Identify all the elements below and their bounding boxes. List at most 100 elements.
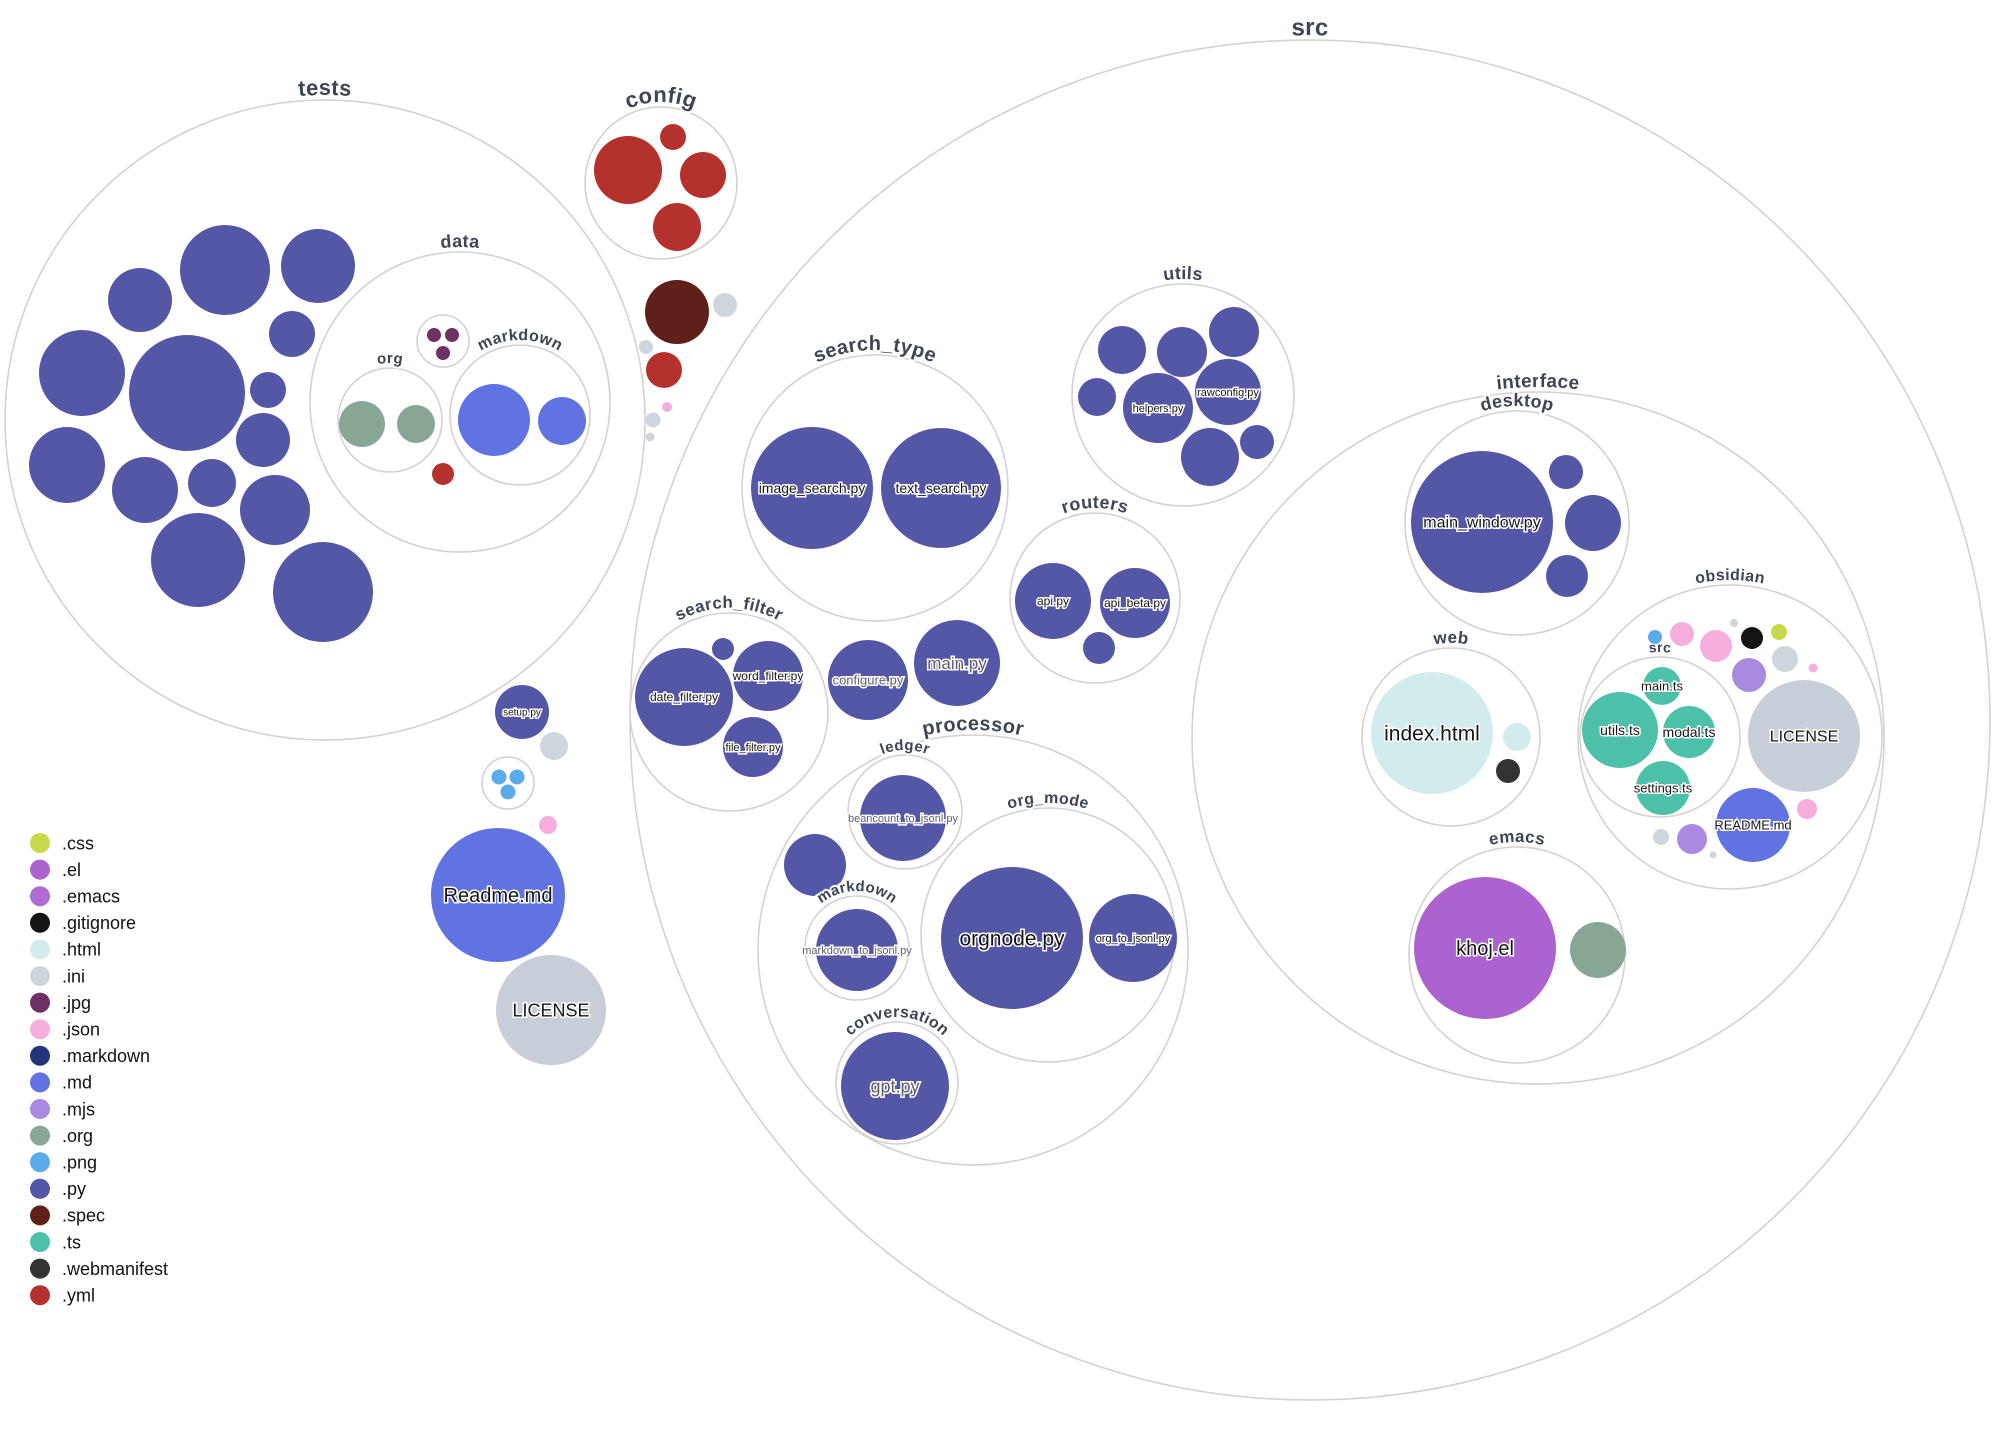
file-web-html-2[interactable]: [1503, 723, 1531, 751]
file-obsidian-gitignore[interactable]: [1741, 627, 1763, 649]
file-root-json-2[interactable]: [539, 816, 557, 834]
file-obsidian-readme[interactable]: [1716, 788, 1790, 862]
file-data-yml[interactable]: [432, 463, 454, 485]
file-main-window-py[interactable]: [1411, 451, 1553, 593]
file-webmanifest[interactable]: [1496, 759, 1520, 783]
file-utils-py-3[interactable]: [1209, 307, 1259, 357]
file-tests-py-9[interactable]: [29, 427, 105, 503]
file-obsidian-json-4[interactable]: [1797, 799, 1817, 819]
file-index-html[interactable]: [1371, 672, 1493, 794]
file-root-yml[interactable]: [646, 352, 682, 388]
file-desktop-py-1[interactable]: [1549, 455, 1583, 489]
file-date-filter-py[interactable]: [635, 648, 733, 746]
file-obsidian-css[interactable]: [1771, 624, 1787, 640]
file-api-beta-py[interactable]: [1100, 568, 1170, 638]
file-modal-ts[interactable]: [1663, 706, 1715, 758]
file-obsidian-mjs-2[interactable]: [1677, 824, 1707, 854]
file-text-search-py[interactable]: [881, 428, 1001, 548]
file-config-yml-1[interactable]: [594, 136, 662, 204]
file-desktop-py-2[interactable]: [1565, 495, 1621, 551]
file-obsidian-png[interactable]: [1648, 630, 1662, 644]
file-rawconfig-py[interactable]: [1195, 359, 1261, 425]
file-orgnode-py[interactable]: [941, 867, 1083, 1009]
file-root-license[interactable]: [496, 955, 606, 1065]
file-obsidian-json-3[interactable]: [1808, 663, 1818, 673]
file-root-json-1[interactable]: [662, 402, 672, 412]
file-root-png-1[interactable]: [491, 769, 507, 785]
file-root-ini-3[interactable]: [645, 412, 661, 428]
file-settings-ts-label: settings.ts: [1634, 781, 1693, 796]
file-beancount-to-jsonl-py[interactable]: [860, 775, 946, 861]
file-word-filter-py[interactable]: [733, 641, 803, 711]
file-obsidian-ini-4[interactable]: [1709, 851, 1717, 859]
file-api-py[interactable]: [1015, 563, 1091, 639]
file-processor-py[interactable]: [784, 834, 846, 896]
file-tests-py-14[interactable]: [273, 542, 373, 642]
file-gpt-py[interactable]: [841, 1032, 949, 1140]
folder-data-jpg[interactable]: [416, 314, 470, 368]
file-tests-py-11[interactable]: [188, 459, 236, 507]
folder-search-type[interactable]: [741, 354, 1009, 622]
file-utils-py-6[interactable]: [1240, 425, 1274, 459]
file-data-jpg-2[interactable]: [445, 328, 459, 342]
file-tests-py-3[interactable]: [281, 229, 355, 303]
file-helpers-py[interactable]: [1123, 373, 1193, 443]
file-setup-py[interactable]: [495, 685, 549, 739]
file-emacs-org[interactable]: [1570, 922, 1626, 978]
file-main-py[interactable]: [914, 620, 1000, 706]
file-utils-py-1[interactable]: [1098, 326, 1146, 374]
file-image-search-py[interactable]: [751, 427, 873, 549]
file-khoj-el[interactable]: [1414, 877, 1556, 1019]
file-tests-py-8[interactable]: [236, 413, 290, 467]
file-file-filter-py[interactable]: [723, 717, 783, 777]
file-obsidian-ini-2[interactable]: [1772, 646, 1798, 672]
file-root-png-3[interactable]: [500, 784, 516, 800]
file-obsidian-license[interactable]: [1748, 680, 1860, 792]
file-tests-py-5[interactable]: [39, 330, 125, 416]
file-utils-ts[interactable]: [1582, 692, 1658, 768]
file-data-md-1[interactable]: [458, 384, 530, 456]
file-root-ini-2[interactable]: [639, 340, 653, 354]
file-search-filter-py[interactable]: [712, 638, 734, 660]
file-tests-py-1[interactable]: [180, 225, 270, 315]
file-config-yml-3[interactable]: [680, 152, 726, 198]
file-utils-py-4[interactable]: [1078, 378, 1116, 416]
file-obsidian-json-2[interactable]: [1700, 630, 1732, 662]
file-obsidian-ini-1[interactable]: [1730, 619, 1738, 627]
file-tests-py-10[interactable]: [112, 457, 178, 523]
file-readme-md[interactable]: [431, 828, 565, 962]
file-org-to-jsonl-py[interactable]: [1089, 894, 1177, 982]
folder-data-org-label: org: [376, 350, 404, 368]
file-data-jpg-1[interactable]: [427, 328, 441, 342]
file-tests-py-2[interactable]: [108, 268, 172, 332]
file-obsidian-ini-3[interactable]: [1653, 829, 1669, 845]
file-root-ini-5[interactable]: [540, 732, 568, 760]
file-obsidian-json-1[interactable]: [1670, 622, 1694, 646]
file-obsidian-mjs-1[interactable]: [1732, 658, 1766, 692]
file-settings-ts[interactable]: [1636, 761, 1690, 815]
file-configure-py[interactable]: [828, 640, 908, 720]
file-markdown-to-jsonl-py[interactable]: [816, 909, 898, 991]
file-tests-py-6[interactable]: [129, 335, 245, 451]
file-tests-py-7[interactable]: [250, 372, 286, 408]
folder-routers[interactable]: [1009, 512, 1181, 684]
folder-root-png[interactable]: [481, 756, 535, 810]
file-data-org-1[interactable]: [339, 401, 385, 447]
file-root-ini-4[interactable]: [645, 432, 655, 442]
file-config-yml-4[interactable]: [653, 203, 701, 251]
file-desktop-py-3[interactable]: [1546, 555, 1588, 597]
file-data-md-2[interactable]: [538, 397, 586, 445]
file-data-org-2[interactable]: [397, 405, 435, 443]
file-utils-py-5[interactable]: [1181, 428, 1239, 486]
file-root-ini-1[interactable]: [713, 293, 737, 317]
file-config-yml-2[interactable]: [660, 124, 686, 150]
file-tests-py-13[interactable]: [151, 513, 245, 607]
file-main-ts[interactable]: [1643, 667, 1681, 705]
file-root-spec[interactable]: [645, 280, 709, 344]
file-tests-py-4[interactable]: [269, 311, 315, 357]
file-root-png-2[interactable]: [509, 769, 525, 785]
file-data-jpg-3[interactable]: [436, 346, 450, 360]
file-tests-py-12[interactable]: [240, 475, 310, 545]
file-utils-py-2[interactable]: [1157, 327, 1207, 377]
file-routers-py[interactable]: [1083, 632, 1115, 664]
